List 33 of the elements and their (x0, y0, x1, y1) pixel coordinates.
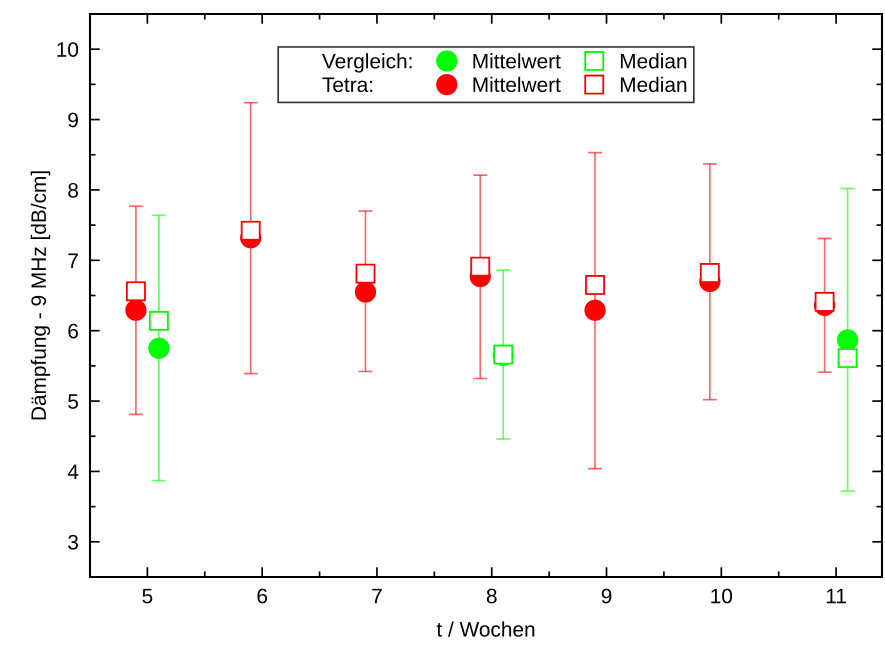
legend-label: Median (620, 76, 686, 92)
y-tick-label: 7 (68, 254, 78, 268)
legend-label: Mittelwert (473, 76, 561, 92)
x-tick-label: 11 (826, 588, 846, 604)
legend-label: Median (620, 53, 686, 68)
x-tick-label: 9 (602, 588, 612, 604)
y-tick-label: 5 (68, 394, 78, 409)
x-tick-label: 6 (257, 588, 268, 604)
y-tick-label: 10 (57, 42, 78, 57)
point (148, 310, 169, 331)
point (240, 220, 261, 241)
legend-label: Mittelwert (473, 53, 561, 68)
point (470, 256, 490, 277)
y-tick-label: 6 (68, 324, 78, 338)
x-tick-label: 10 (711, 588, 732, 604)
point (126, 281, 146, 302)
point (814, 292, 835, 312)
point (836, 329, 858, 350)
x-tick-label: 7 (372, 588, 382, 604)
x-tick-label: 5 (142, 588, 152, 604)
annotation: Tetra: (322, 78, 372, 92)
y-axis-title: Dämpfung - 9 MHz [dB/cm] (30, 171, 50, 420)
y-tick-label: 3 (68, 534, 78, 550)
x-axis-title: t / Wochen (436, 621, 534, 637)
x-tick-label: 8 (486, 588, 497, 604)
y-tick-label: 9 (68, 112, 78, 128)
y-tick-label: 4 (68, 464, 78, 479)
y-tick-label: 8 (68, 182, 78, 198)
point (584, 300, 606, 321)
point (148, 338, 170, 359)
point (125, 300, 147, 321)
annotation: Vergleich: (322, 53, 412, 73)
point (700, 263, 720, 283)
